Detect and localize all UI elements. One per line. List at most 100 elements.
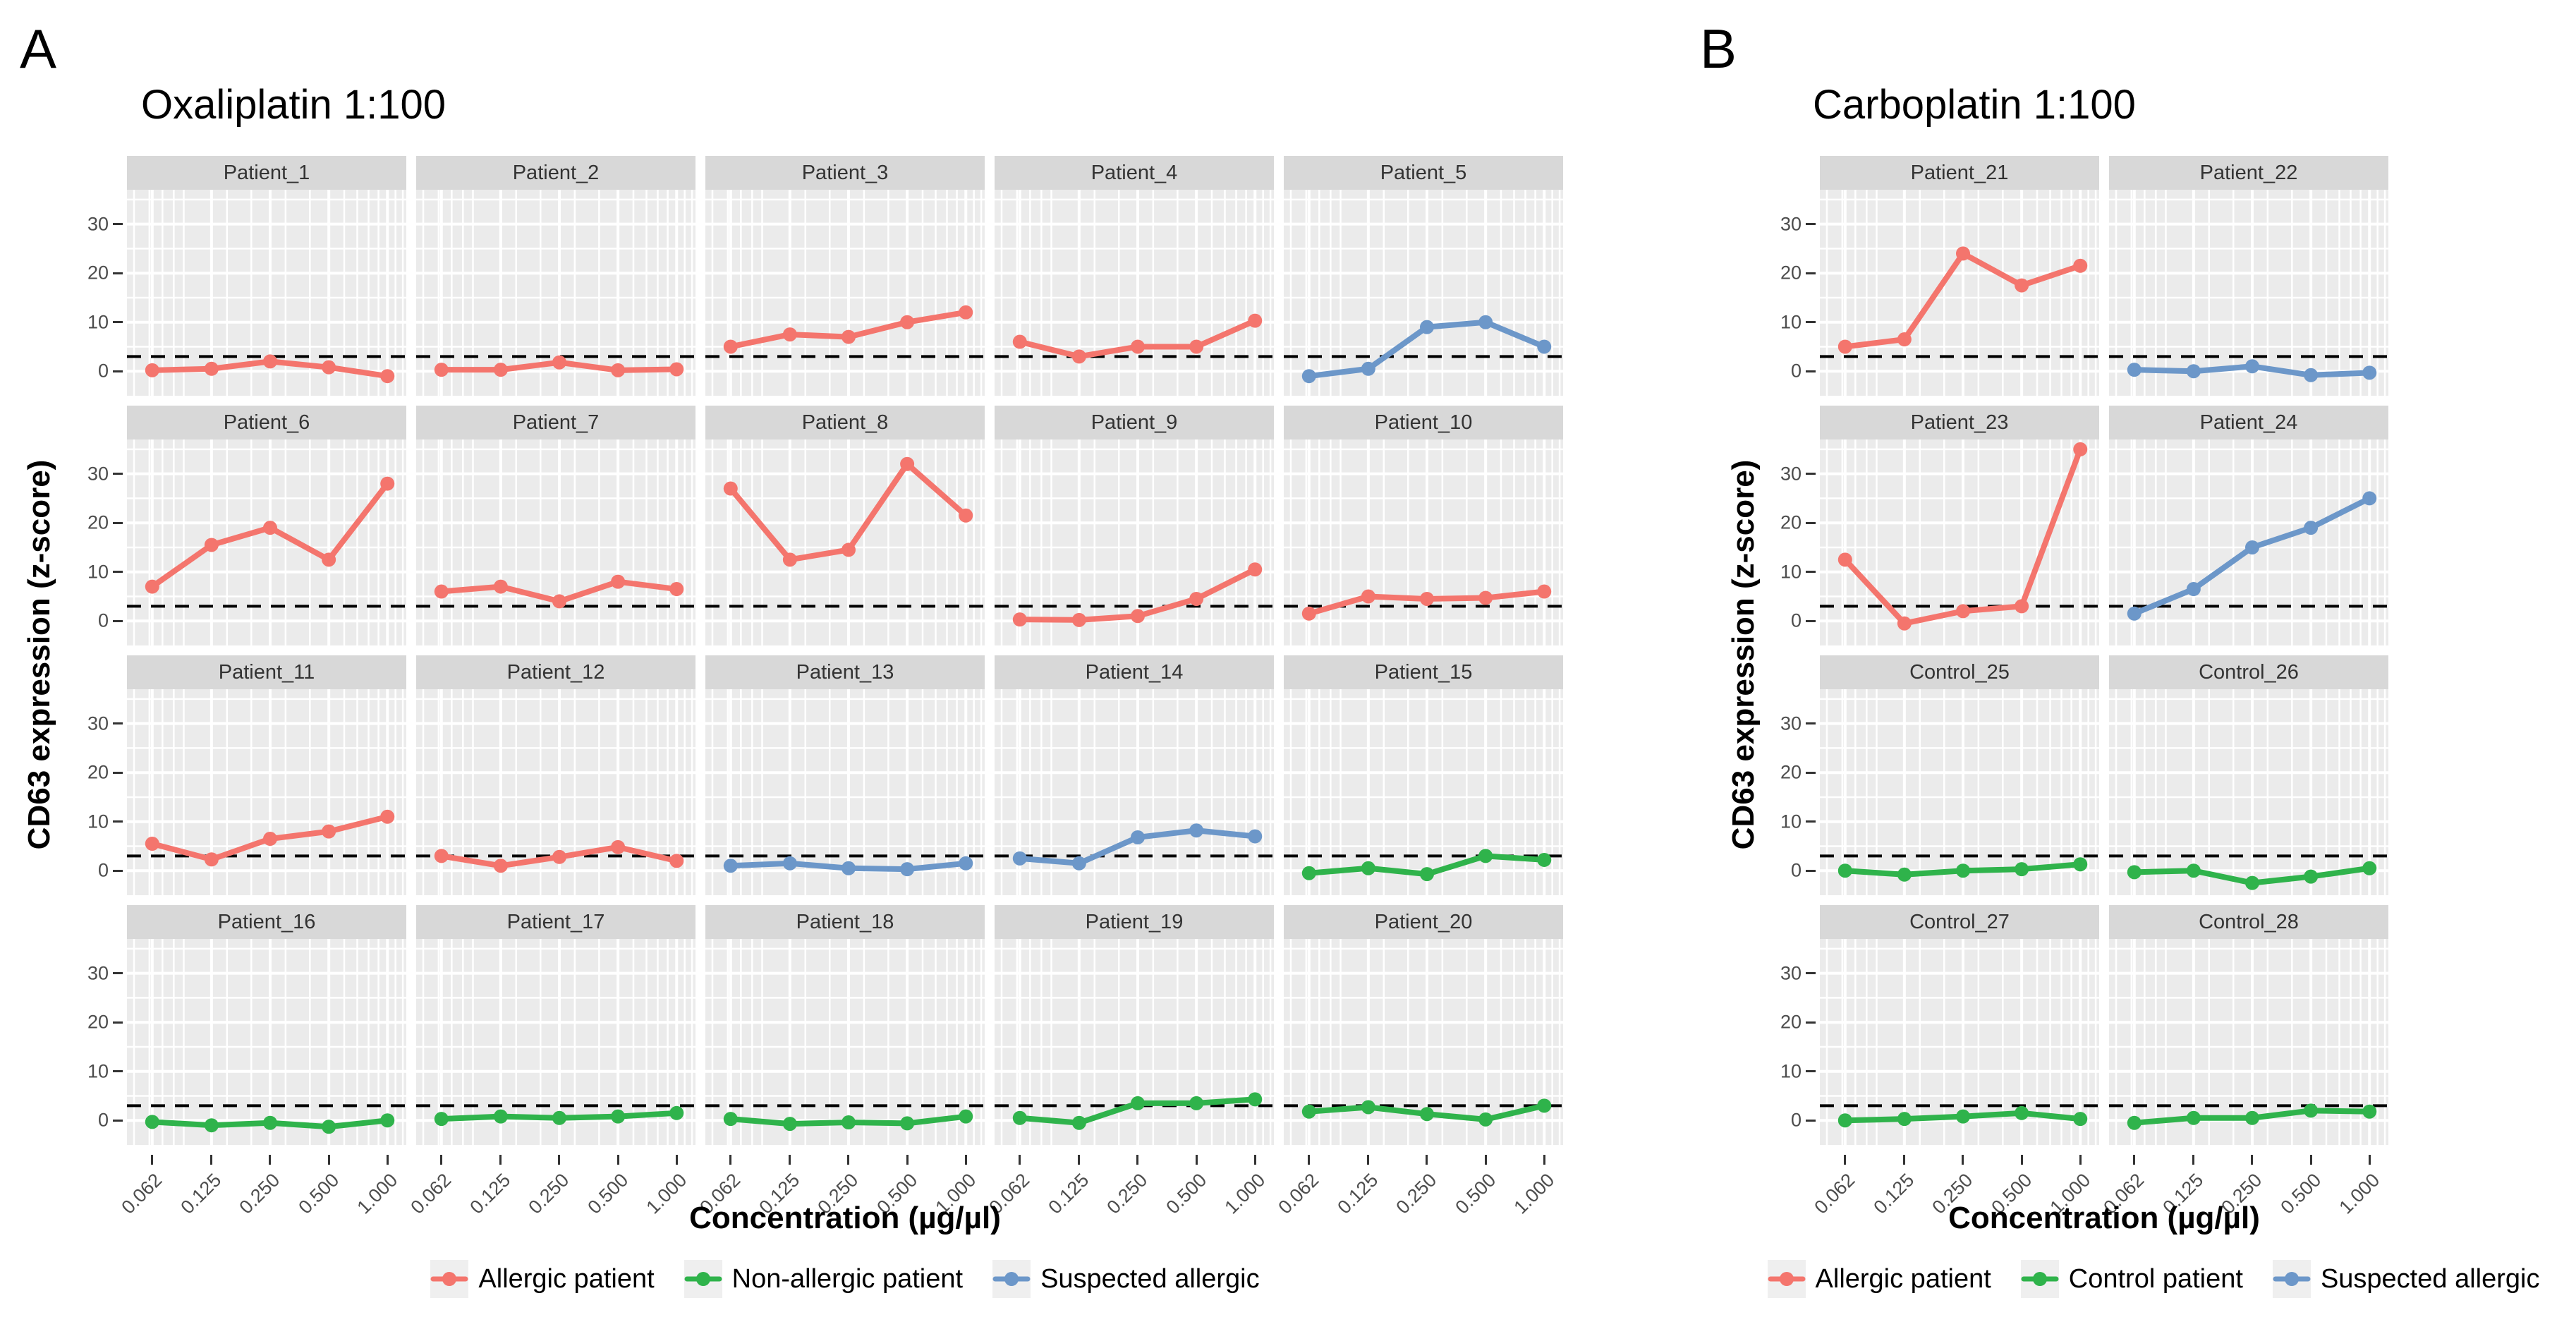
y-tick-label: 20 [1780, 1011, 1802, 1033]
y-tick-mark [1806, 370, 1816, 372]
facet-plot-patient_14 [995, 689, 1274, 895]
y-tick-label: 10 [87, 1060, 109, 1082]
facet-grid-carboplatin: 0 10 20 30 Patient_21 Patient_22 0 10 20 30 Patien… [1755, 156, 2398, 1247]
facet-patient_18: Patient_18 [705, 905, 985, 1145]
y-tick-mark [1806, 1021, 1816, 1024]
facet-plot-patient_20 [1284, 939, 1563, 1145]
facet-patient_13: Patient_13 [705, 655, 985, 895]
x-axis-ticks: 0.062 0.125 0.250 0.500 1.000 [407, 1155, 695, 1237]
legend-label: Suspected allergic [2320, 1263, 2540, 1294]
x-tick-mark [2133, 1155, 2136, 1165]
legend-glyph-icon [2273, 1272, 2311, 1286]
x-tick-mark [2079, 1155, 2082, 1165]
facet-row: 0 10 20 30 Patient_6 Patient_7 Patient_8 Patien… [62, 406, 1573, 645]
facet-patient_4: Patient_4 [995, 156, 1274, 396]
y-tick-mark [1806, 1119, 1816, 1122]
x-tick-mark [2309, 1155, 2312, 1165]
facet-strip: Patient_15 [1284, 655, 1563, 689]
y-tick-label: 30 [87, 712, 109, 734]
legend-key-allergic-icon [430, 1260, 469, 1298]
facet-strip: Control_26 [2109, 655, 2388, 689]
facet-strip: Patient_14 [995, 655, 1274, 689]
facet-patient_12: Patient_12 [416, 655, 695, 895]
y-axis-ticks: 0 10 20 30 [1755, 156, 1820, 396]
facet-strip: Patient_23 [1820, 406, 2099, 439]
facet-patient_7: Patient_7 [416, 406, 695, 645]
panel-oxaliplatin: A Oxaliplatin 1:100 CD63 expression (z-s… [20, 21, 1573, 1298]
facet-strip: Patient_20 [1284, 905, 1563, 939]
facet-patient_1: Patient_1 [127, 156, 406, 396]
x-tick-mark [1195, 1155, 1198, 1165]
facet-plot-patient_11 [127, 689, 406, 895]
facet-patient_23: Patient_23 [1820, 406, 2099, 645]
facet-strip: Control_28 [2109, 905, 2388, 939]
x-tick-mark [151, 1155, 154, 1165]
facet-strip: Patient_22 [2109, 156, 2388, 190]
facet-strip: Patient_19 [995, 905, 1274, 939]
facet-row: 0 10 20 30 Patient_1 Patient_2 Patient_3 Patien… [62, 156, 1573, 396]
facet-patient_22: Patient_22 [2109, 156, 2388, 396]
y-tick-label: 10 [87, 811, 109, 832]
facet-plot-patient_17 [416, 939, 695, 1145]
facet-strip: Patient_3 [705, 156, 985, 190]
y-tick-label: 10 [1780, 311, 1802, 333]
x-tick-mark [1426, 1155, 1428, 1165]
x-axis-ticks: 0.062 0.125 0.250 0.500 1.000 [985, 1155, 1274, 1237]
facet-control_28: Control_28 [2109, 905, 2388, 1145]
facet-plot-control_26 [2109, 689, 2388, 895]
y-tick-label: 30 [1780, 712, 1802, 734]
y-tick-mark [1806, 272, 1816, 274]
facet-patient_17: Patient_17 [416, 905, 695, 1145]
y-tick-mark [1806, 619, 1816, 622]
facet-row: 0 10 20 30 Control_27 Control_28 [1755, 905, 2398, 1145]
y-tick-label: 0 [1790, 859, 1802, 881]
facet-plot-patient_18 [705, 939, 985, 1145]
y-tick-label: 0 [97, 1109, 109, 1131]
legend-item-allergic: Allergic patient [430, 1260, 655, 1298]
y-tick-label: 10 [1780, 811, 1802, 832]
y-tick-label: 30 [1780, 213, 1802, 235]
facet-plot-patient_7 [416, 439, 695, 645]
y-axis-title-a: CD63 expression (z-score) [22, 459, 56, 850]
legend-key-non_allergic-icon [2020, 1260, 2059, 1298]
y-tick-mark [113, 1021, 123, 1024]
facet-plot-patient_15 [1284, 689, 1563, 895]
y-axis-ticks: 0 10 20 30 [1755, 406, 1820, 645]
legend-glyph-icon [992, 1272, 1031, 1286]
y-tick-mark [1806, 820, 1816, 823]
y-axis-ticks: 0 10 20 30 [62, 905, 127, 1145]
facet-patient_11: Patient_11 [127, 655, 406, 895]
x-tick-mark [1543, 1155, 1545, 1165]
legend-label: Suspected allergic [1040, 1263, 1260, 1294]
x-axis-ticks: 0.062 0.125 0.250 0.500 1.000 [696, 1155, 985, 1237]
facet-plot-patient_4 [995, 190, 1274, 396]
y-tick-mark [1806, 1070, 1816, 1073]
y-tick-mark [113, 972, 123, 975]
y-tick-mark [1806, 473, 1816, 475]
y-tick-mark [113, 869, 123, 872]
y-tick-label: 20 [87, 1011, 109, 1033]
y-tick-mark [113, 619, 123, 622]
legend-label: Non-allergic patient [731, 1263, 964, 1294]
facet-control_27: Control_27 [1820, 905, 2099, 1145]
legend-carboplatin: Allergic patient Control patient Suspected… [1728, 1260, 2576, 1298]
y-tick-mark [1806, 521, 1816, 524]
y-tick-label: 20 [87, 511, 109, 533]
y-tick-label: 10 [87, 311, 109, 333]
facet-row: 0 10 20 30 Patient_11 Patient_12 Patient_13 Pat… [62, 655, 1573, 895]
x-tick-mark [1253, 1155, 1256, 1165]
x-tick-mark [2020, 1155, 2023, 1165]
legend-item-non_allergic: Non-allergic patient [684, 1260, 963, 1298]
y-tick-label: 0 [1790, 1109, 1802, 1131]
facet-strip: Patient_8 [705, 406, 985, 439]
y-tick-mark [113, 321, 123, 324]
x-axis-ticks: 0.062 0.125 0.250 0.500 1.000 [2100, 1155, 2388, 1237]
y-tick-mark [113, 521, 123, 524]
x-tick-mark [1078, 1155, 1081, 1165]
y-tick-mark [1806, 223, 1816, 226]
facet-plot-patient_6 [127, 439, 406, 645]
y-axis-ticks: 0 10 20 30 [1755, 905, 1820, 1145]
facet-plot-patient_5 [1284, 190, 1563, 396]
y-tick-label: 0 [97, 360, 109, 382]
y-tick-label: 0 [97, 610, 109, 631]
